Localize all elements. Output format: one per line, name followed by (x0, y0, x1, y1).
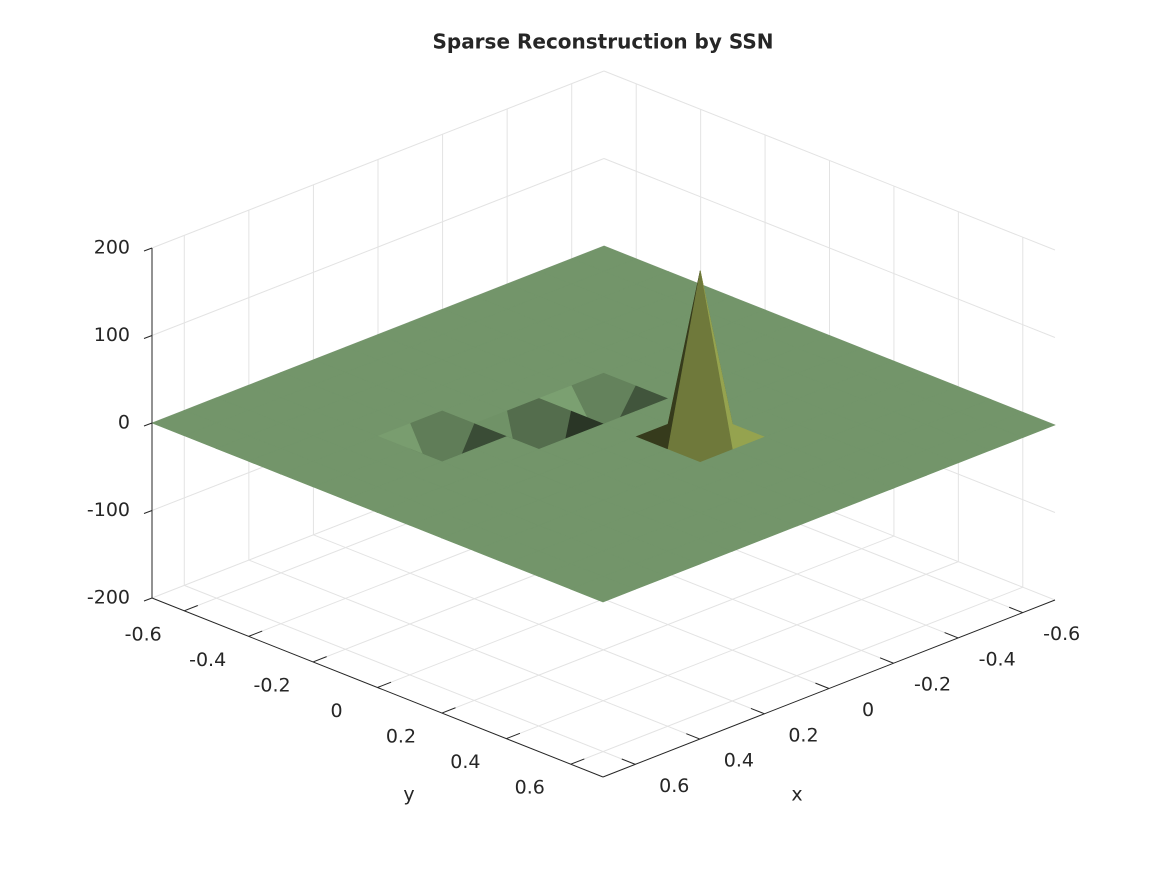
x-tick-label: 0 (862, 699, 874, 721)
x-tick (750, 707, 765, 715)
y-tick-label: -0.4 (189, 649, 226, 671)
y-tick-label: -0.2 (254, 674, 291, 696)
grid-line (603, 158, 1056, 338)
z-tick-label: 100 (94, 324, 130, 346)
y-tick (570, 758, 585, 765)
grid-line (441, 535, 895, 714)
y-tick (248, 630, 263, 637)
y-tick (312, 656, 327, 663)
x-tick-label: 0.4 (724, 750, 754, 772)
y-axis-label: y (403, 784, 414, 806)
x-tick (686, 733, 701, 740)
y-tick-label: 0.2 (386, 726, 416, 748)
y-tick-label: 0 (330, 700, 342, 722)
chart-title: Sparse Reconstruction by SSN (432, 30, 773, 54)
z-tick (143, 422, 153, 427)
x-axis-label: x (791, 784, 802, 806)
z-tick (143, 597, 153, 602)
z-tick (143, 335, 153, 339)
grid-line (151, 70, 605, 249)
surface-face (569, 576, 637, 603)
grid-line (506, 561, 959, 740)
y-tick-label: 0.6 (515, 777, 545, 799)
grid-line (603, 70, 1056, 251)
y-tick (441, 707, 456, 714)
x-tick (621, 758, 636, 765)
y-tick-label: -0.6 (125, 623, 162, 645)
z-tick-label: 0 (118, 412, 130, 434)
z-tick (143, 247, 153, 252)
x-tick-label: -0.2 (914, 674, 951, 696)
x-tick (879, 657, 894, 664)
x-tick-label: -0.6 (1043, 623, 1080, 645)
x-tick-label: 0.2 (788, 724, 818, 746)
x-tick-label: 0.6 (659, 775, 689, 797)
z-tick-label: -200 (87, 587, 130, 609)
x-tick (815, 682, 830, 689)
z-tick-label: -100 (87, 499, 130, 521)
y-tick (377, 681, 392, 688)
x-tick-label: -0.4 (979, 648, 1016, 670)
y-tick (506, 732, 521, 740)
z-tick-label: 200 (94, 237, 130, 259)
y-tick (184, 605, 198, 612)
y-tick-label: 0.4 (450, 751, 480, 773)
grid-line (151, 158, 605, 336)
x-tick (1008, 606, 1023, 614)
grid-line (570, 586, 1023, 765)
z-tick (143, 510, 153, 514)
x-tick (944, 632, 959, 639)
